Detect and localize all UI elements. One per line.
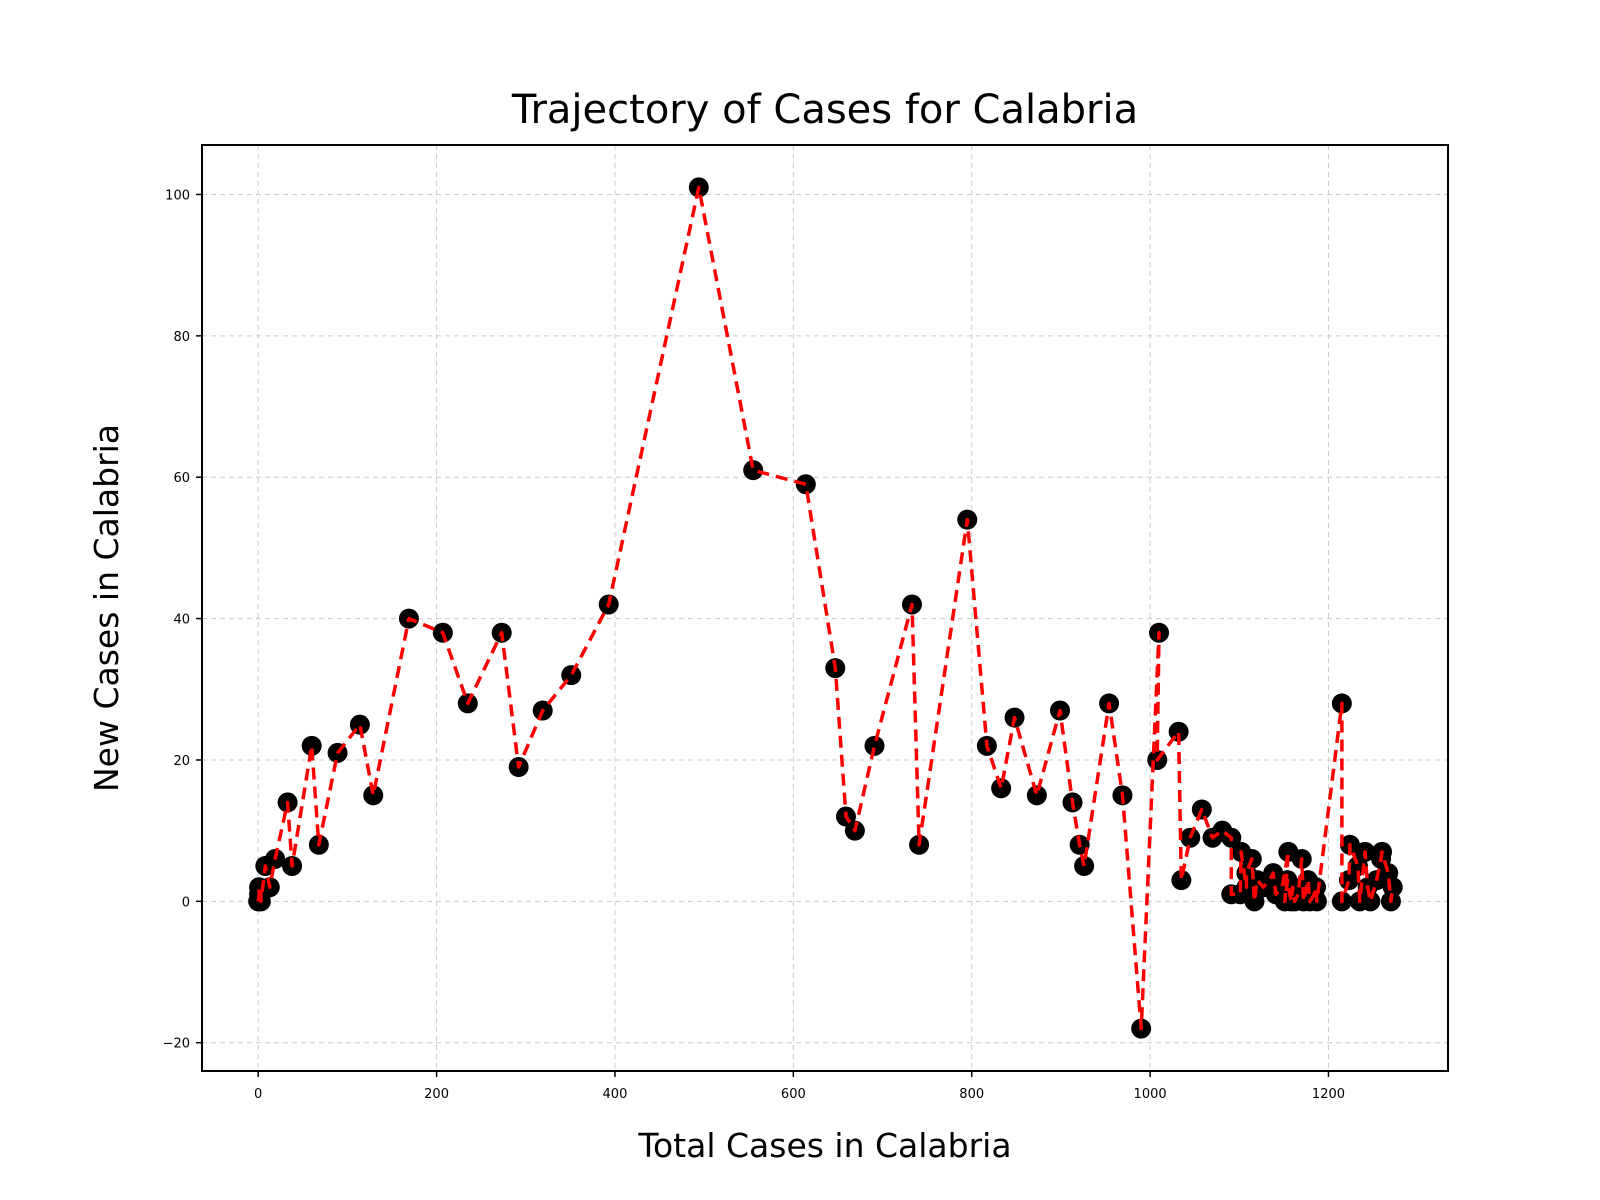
y-axis-label: New Cases in Calabria [87, 424, 126, 792]
y-tick-label: 40 [173, 613, 190, 628]
x-tick-label: 0 [254, 1087, 262, 1102]
data-point [1074, 856, 1095, 877]
y-tick-label: 80 [173, 330, 190, 345]
series-line [256, 185, 1395, 1031]
data-point [991, 778, 1012, 799]
data-point [301, 735, 322, 756]
y-tick-label: −20 [163, 1037, 190, 1052]
series-layer [248, 177, 1403, 1039]
data-point [1360, 891, 1381, 912]
x-axis-ticks: 0 200 400 600 800 1000 1200 [254, 1071, 1345, 1102]
data-point [795, 474, 816, 495]
y-tick-label: 0 [182, 895, 190, 910]
x-tick-label: 1200 [1312, 1087, 1345, 1102]
data-point [1171, 870, 1192, 891]
y-tick-label: 100 [165, 188, 190, 203]
chart-title: Trajectory of Cases for Calabria [511, 87, 1138, 133]
x-tick-label: 400 [603, 1087, 628, 1102]
y-tick-label: 20 [173, 754, 190, 769]
x-tick-label: 200 [424, 1087, 449, 1102]
gridlines [202, 145, 1448, 1071]
data-point [1026, 785, 1047, 806]
plot-frame [201, 144, 1449, 1072]
data-point [363, 785, 384, 806]
x-tick-label: 600 [781, 1087, 806, 1102]
x-tick-label: 800 [959, 1087, 984, 1102]
x-axis-label: Total Cases in Calabria [637, 1126, 1011, 1165]
data-point [743, 460, 764, 481]
y-axis-ticks: −20 0 20 40 60 80 100 [163, 188, 202, 1052]
x-tick-label: 1000 [1134, 1087, 1167, 1102]
data-point [864, 735, 885, 756]
y-tick-label: 60 [173, 471, 190, 486]
